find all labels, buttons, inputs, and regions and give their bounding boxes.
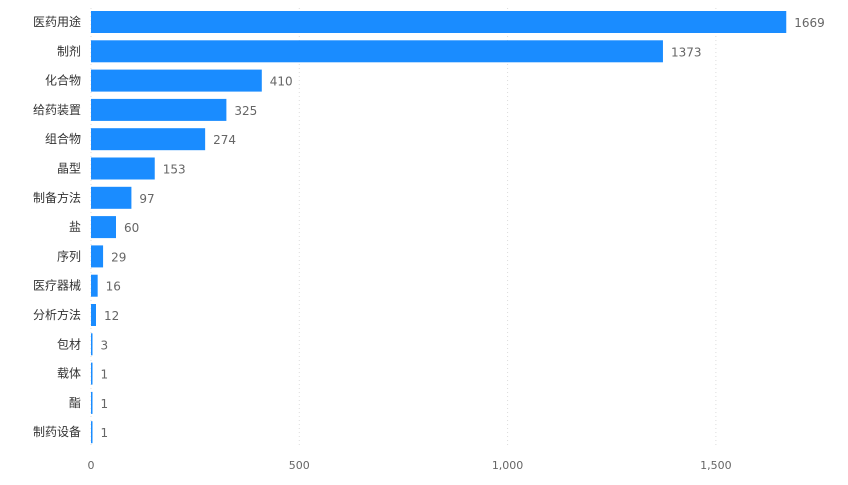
- category-label: 组合物: [45, 131, 81, 146]
- bar-12[interactable]: [91, 362, 93, 385]
- bar-14[interactable]: [91, 421, 93, 444]
- x-axis: 0 500 1,000 1,500: [88, 459, 732, 472]
- bar-1[interactable]: [91, 40, 663, 63]
- label-layer: 医药用途 1669 制剂 1373 化合物 410 给药装置 325 组合物 274 晶型 153 制备…: [33, 14, 825, 440]
- category-label: 分析方法: [33, 307, 81, 322]
- data-label: 1: [101, 368, 109, 382]
- category-label: 给药装置: [33, 103, 81, 117]
- category-label: 载体: [57, 367, 81, 381]
- bar-3[interactable]: [91, 98, 227, 121]
- data-label: 16: [106, 280, 121, 294]
- data-label: 1373: [671, 45, 702, 59]
- bar-7[interactable]: [91, 216, 116, 239]
- bar-0[interactable]: [91, 11, 787, 33]
- data-label: 274: [213, 133, 236, 147]
- category-label: 晶型: [57, 162, 81, 176]
- x-tick-label: 1,500: [700, 459, 732, 472]
- category-label: 医疗器械: [33, 278, 81, 293]
- bar-9[interactable]: [91, 274, 98, 297]
- bar-2[interactable]: [91, 69, 262, 92]
- bar-4[interactable]: [91, 128, 206, 151]
- data-label: 153: [163, 163, 186, 177]
- data-label: 410: [270, 75, 293, 89]
- category-label: 盐: [69, 220, 81, 234]
- category-label: 制药设备: [33, 425, 81, 439]
- data-label: 97: [139, 192, 154, 206]
- category-label: 制剂: [57, 43, 81, 58]
- category-label: 包材: [57, 337, 81, 351]
- x-tick-label: 500: [289, 459, 310, 472]
- data-label: 325: [234, 104, 257, 118]
- data-label: 1: [101, 397, 109, 411]
- data-label: 29: [111, 250, 126, 264]
- bar-11[interactable]: [91, 333, 93, 356]
- category-label: 制备方法: [33, 190, 81, 205]
- data-label: 60: [124, 221, 139, 235]
- bar-13[interactable]: [91, 391, 93, 414]
- data-label: 3: [101, 338, 109, 352]
- x-tick-label: 0: [88, 459, 95, 472]
- bar-10[interactable]: [91, 304, 96, 326]
- bar-6[interactable]: [91, 186, 132, 209]
- x-tick-label: 1,000: [492, 459, 524, 472]
- data-label: 1: [101, 426, 109, 440]
- bar-5[interactable]: [91, 157, 155, 180]
- bar-layer: [91, 11, 787, 444]
- data-label: 1669: [794, 16, 825, 30]
- bar-8[interactable]: [91, 245, 104, 268]
- category-label: 酯: [69, 396, 81, 410]
- category-label: 医药用途: [33, 14, 81, 29]
- data-label: 12: [104, 309, 119, 323]
- category-label: 序列: [57, 248, 81, 263]
- category-label: 化合物: [45, 73, 81, 88]
